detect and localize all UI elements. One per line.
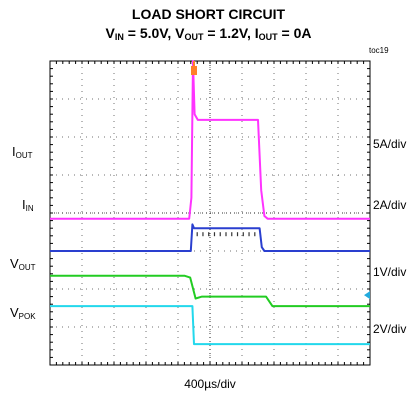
trace-label-iout: IOUT: [12, 144, 33, 160]
chart-subtitle: VIN = 5.0V, VOUT = 1.2V, IOUT = 0A: [0, 25, 417, 42]
trigger-marker: [191, 66, 197, 75]
scale-label-iin: 2A/div: [373, 198, 407, 212]
trace-label-vout: VOUT: [10, 256, 36, 272]
subtitle-part-2: IOUT = 0A: [254, 25, 312, 42]
scale-label-iout: 5A/div: [373, 137, 407, 151]
figure-id: toc19: [369, 46, 389, 55]
scale-label-vpok: 2V/div: [373, 322, 407, 336]
ground-marker: [364, 291, 370, 300]
trace-vpok: [50, 305, 370, 346]
trace-label-iin: IIN: [22, 197, 34, 213]
subtitle-part-0: VIN = 5.0V,: [105, 25, 176, 42]
trace-iout: [50, 60, 370, 220]
subtitle-part-1: VOUT = 1.2V,: [175, 25, 255, 42]
scale-label-vout: 1V/div: [373, 265, 407, 279]
trace-iin: [50, 223, 370, 252]
chart-title: LOAD SHORT CIRCUIT: [131, 6, 286, 22]
trace-vout: [50, 274, 370, 308]
x-axis-label: 400µs/div: [184, 377, 236, 391]
trace-label-vpok: VPOK: [10, 305, 36, 321]
